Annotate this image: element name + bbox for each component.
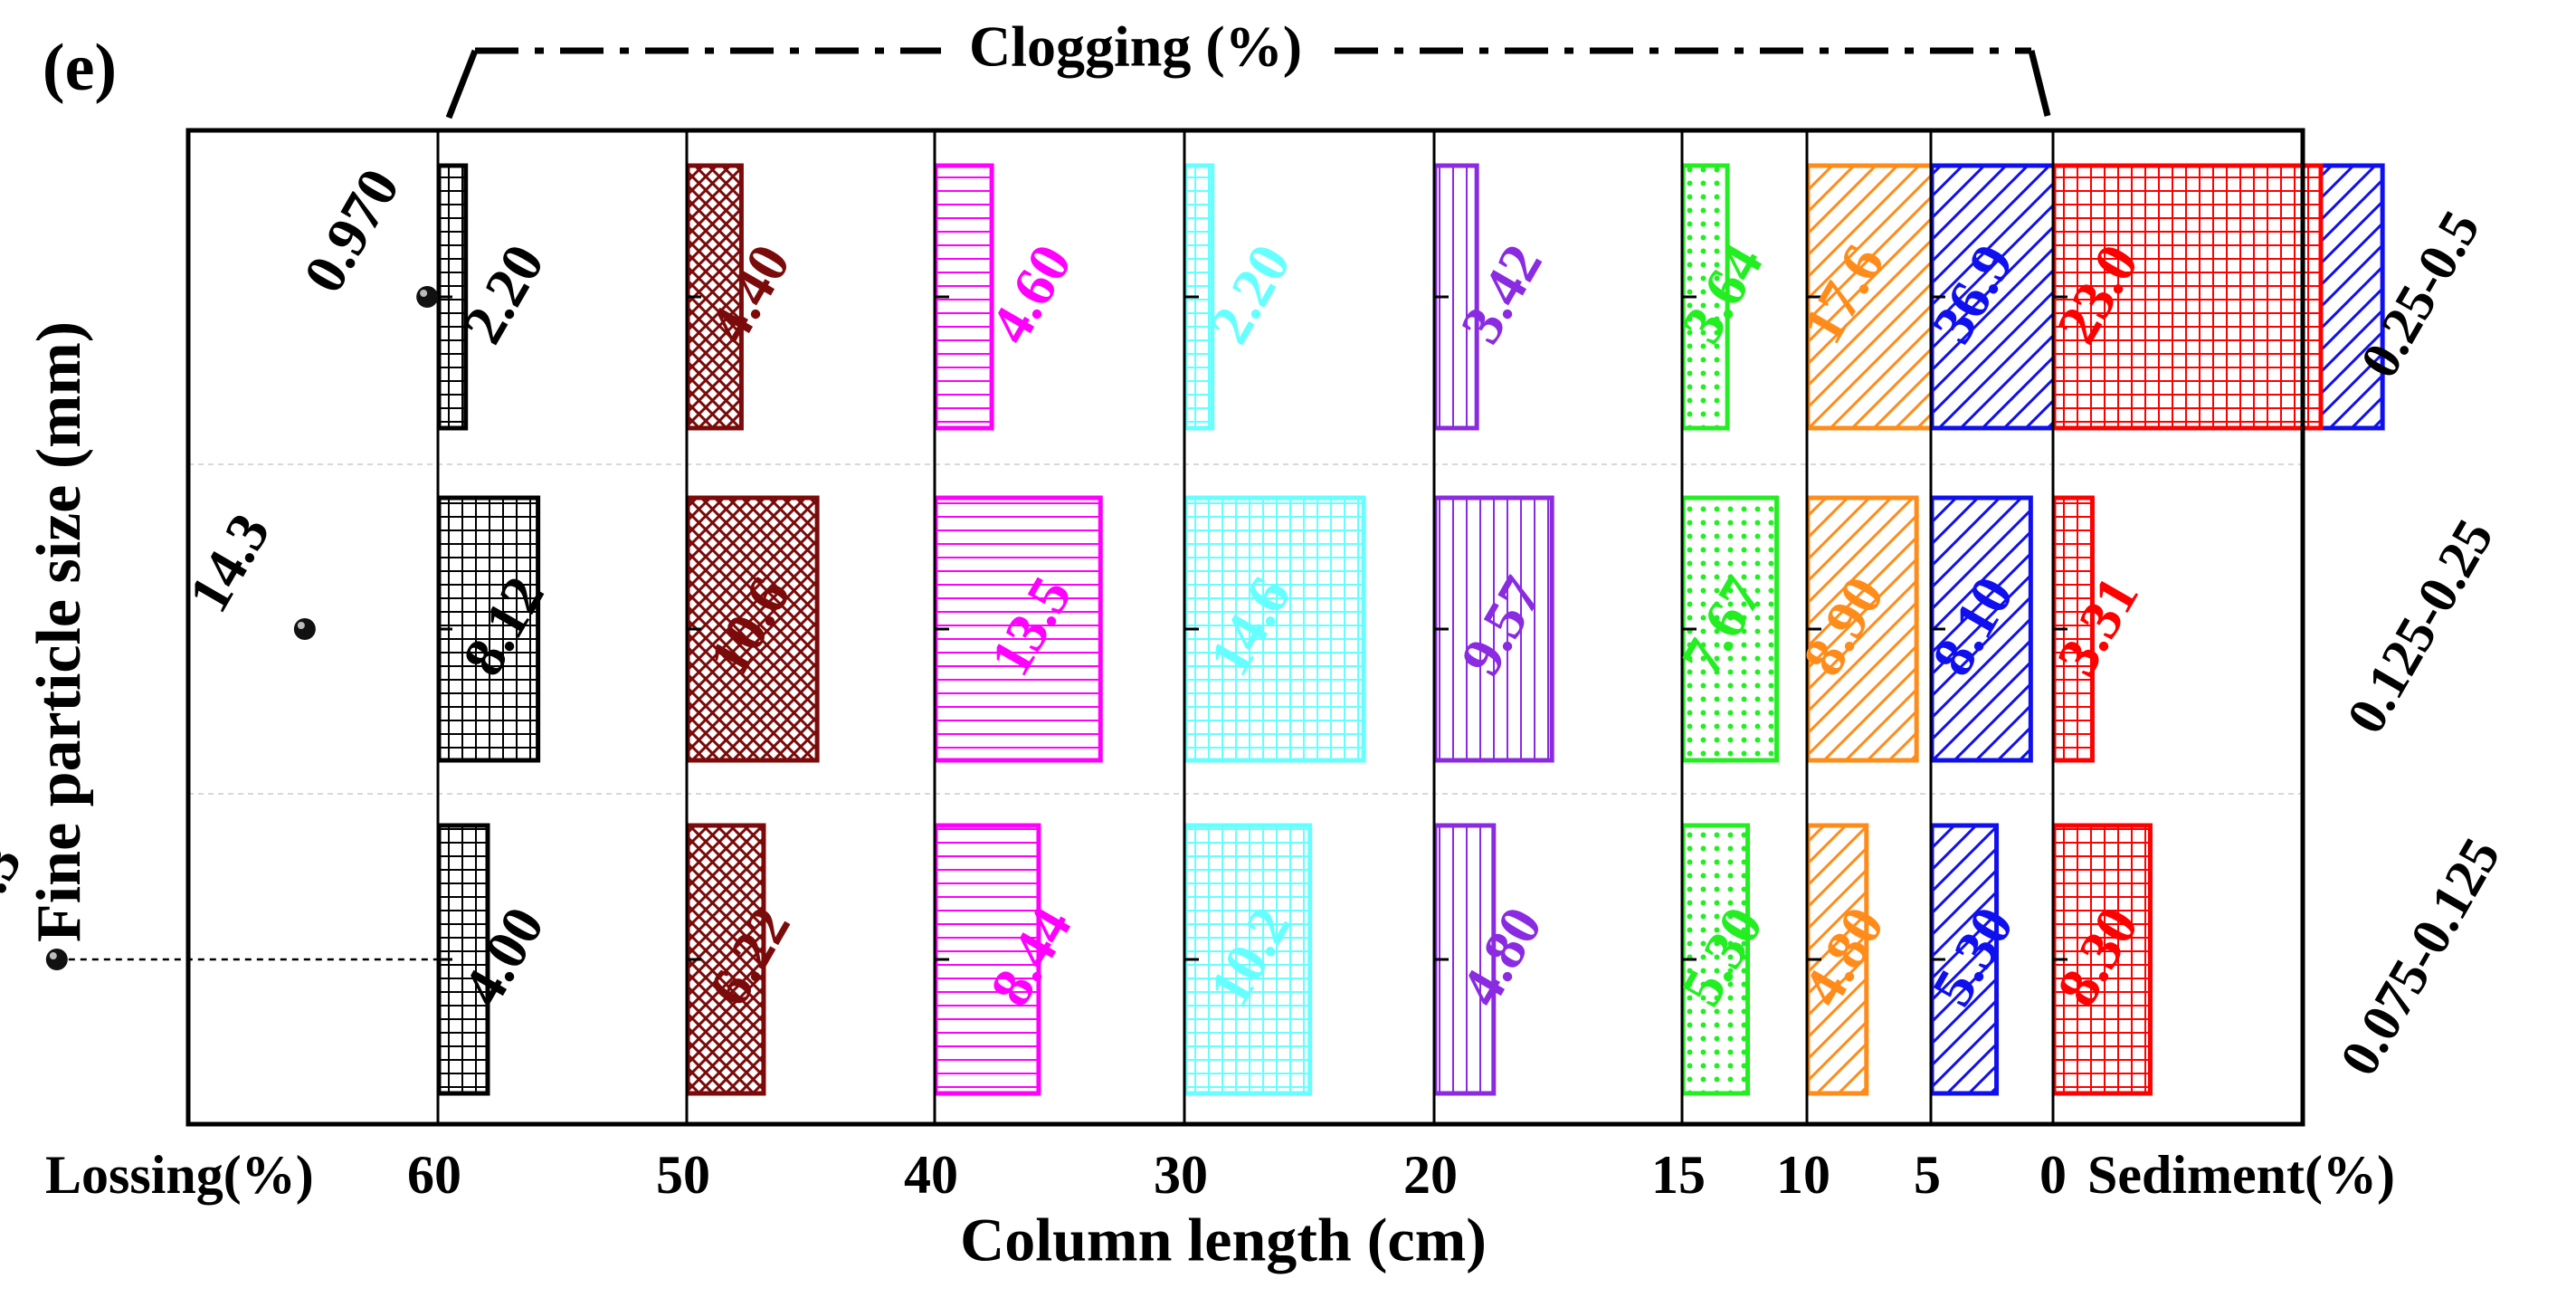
clogging-bracket-left bbox=[445, 49, 479, 119]
category-label: 0.125-0.25 bbox=[2335, 510, 2505, 743]
bar-20-15-0.125-0.25 bbox=[1432, 495, 1554, 763]
x-tick-label: 15 bbox=[1651, 1145, 1706, 1205]
x-tick-label: 40 bbox=[904, 1145, 958, 1205]
x-tick-label: 10 bbox=[1776, 1145, 1830, 1205]
panel-label: (e) bbox=[43, 31, 117, 105]
category-label: 0.075-0.125 bbox=[2329, 828, 2512, 1085]
x-tick-label: 20 bbox=[1403, 1145, 1458, 1205]
x-tick-label: 0 bbox=[2039, 1145, 2067, 1205]
right-region-label: Sediment(%) bbox=[2087, 1145, 2395, 1205]
lossing-dot bbox=[45, 949, 68, 970]
clogging-bracket-right bbox=[2028, 50, 2051, 117]
bar-30-20-0.075-0.125 bbox=[1183, 823, 1313, 1096]
lossing-value-label: 14.3 bbox=[176, 502, 281, 622]
lossing-dot-highlight bbox=[49, 952, 57, 959]
x-tick-label: 5 bbox=[1914, 1145, 1941, 1205]
bar-30-20-0.25-0.5 bbox=[1183, 163, 1215, 431]
lossing-dot-highlight bbox=[420, 290, 428, 297]
x-tick-label: 30 bbox=[1154, 1145, 1208, 1205]
bar-30-20-0.125-0.25 bbox=[1183, 495, 1366, 763]
lossing-dot-highlight bbox=[297, 622, 305, 629]
lossing-value-label: 0.970 bbox=[291, 157, 412, 302]
lossing-dot bbox=[293, 618, 316, 640]
plot-frame bbox=[185, 128, 2305, 1127]
x-tick-label: 60 bbox=[407, 1145, 461, 1205]
bar-Sediment-0.075-0.125 bbox=[2051, 823, 2153, 1096]
left-region-label: Lossing(%) bbox=[45, 1145, 314, 1205]
bar-40-30-0.125-0.25 bbox=[933, 495, 1103, 763]
lossing-dot bbox=[416, 286, 439, 308]
bar-40-30-0.075-0.125 bbox=[933, 823, 1041, 1096]
bar-50-40-0.125-0.25 bbox=[685, 495, 820, 763]
y-axis-title: Fine particle size (mm) bbox=[24, 321, 94, 942]
bar-60-50-0.125-0.25 bbox=[436, 495, 541, 763]
x-tick-label: 50 bbox=[656, 1145, 710, 1205]
bar-Sediment-0.25-0.5 bbox=[2051, 163, 2324, 431]
clogging-label: Clogging (%) bbox=[969, 14, 1302, 79]
x-axis-title: Column length (cm) bbox=[960, 1206, 1487, 1274]
